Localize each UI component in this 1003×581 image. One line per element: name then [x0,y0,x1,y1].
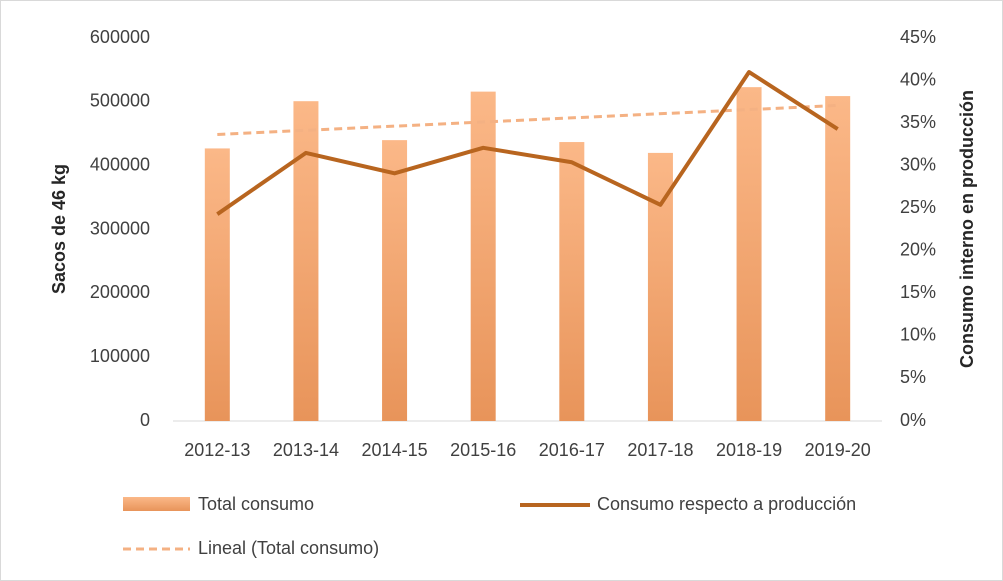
x-tick-label: 2019-20 [805,440,871,460]
x-tick-label: 2017-18 [627,440,693,460]
x-tick-label: 2015-16 [450,440,516,460]
legend-swatch [123,497,190,511]
y2-tick-label: 45% [900,27,936,47]
y2-tick-label: 5% [900,367,926,387]
y-tick-label: 600000 [90,27,150,47]
y2-tick-label: 15% [900,282,936,302]
y2-tick-label: 25% [900,197,936,217]
bar [736,87,762,421]
y2-tick-label: 20% [900,240,936,260]
y-tick-label: 0 [140,410,150,430]
y2-axis-title: Consumo interno en producción [957,90,977,368]
bar [825,96,851,422]
y-tick-label: 300000 [90,218,150,238]
x-tick-label: 2016-17 [539,440,605,460]
y-tick-label: 400000 [90,154,150,174]
bar [559,142,585,421]
legend-label: Lineal (Total consumo) [198,538,379,558]
x-tick-label: 2018-19 [716,440,782,460]
x-tick-label: 2014-15 [362,440,428,460]
y-tick-label: 100000 [90,346,150,366]
y2-tick-label: 30% [900,154,936,174]
y2-tick-label: 40% [900,69,936,89]
y2-tick-label: 35% [900,112,936,132]
x-tick-label: 2013-14 [273,440,339,460]
bar [647,152,673,421]
bar [382,140,408,421]
y-tick-label: 500000 [90,91,150,111]
legend-label: Consumo respecto a producción [597,494,856,514]
y2-tick-label: 10% [900,325,936,345]
y-tick-label: 200000 [90,282,150,302]
y2-tick-label: 0% [900,410,926,430]
x-tick-label: 2012-13 [184,440,250,460]
bar [293,101,319,421]
y-axis-title: Sacos de 46 kg [49,164,69,294]
line-series [216,70,839,216]
legend-label: Total consumo [198,494,314,514]
bar [204,148,230,421]
bar [470,91,496,422]
